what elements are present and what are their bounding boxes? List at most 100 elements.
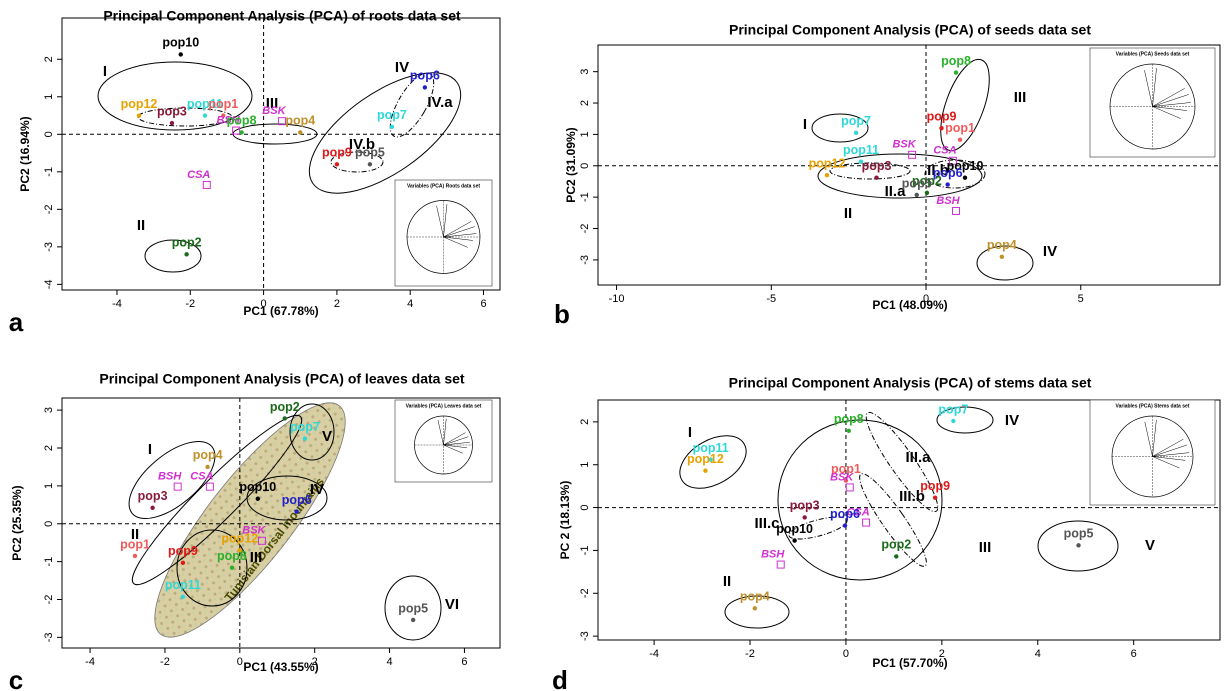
y-axis-label: PC2 (25.35%) <box>10 485 24 560</box>
point <box>954 70 958 74</box>
y-tick-label: -2 <box>43 204 55 214</box>
point-label: CSA <box>933 145 956 157</box>
x-tick-label: -5 <box>766 293 776 305</box>
group-label: II <box>137 217 145 234</box>
point <box>847 429 851 433</box>
point <box>170 121 174 125</box>
x-tick-label: 5 <box>1078 293 1084 305</box>
point-label: pop3 <box>862 159 892 173</box>
point <box>239 130 243 134</box>
point <box>753 606 757 610</box>
x-tick-label: -2 <box>745 648 755 660</box>
point <box>303 436 307 440</box>
point <box>295 509 299 513</box>
y-tick-label: 1 <box>43 483 55 489</box>
point-label: pop4 <box>987 238 1017 252</box>
group-label: IV.a <box>427 94 453 111</box>
point-label: pop3 <box>157 104 187 118</box>
group-label: IV <box>395 59 409 76</box>
x-tick-label: 2 <box>939 648 945 660</box>
x-tick-label: 0 <box>261 298 267 310</box>
point <box>958 138 962 142</box>
reference-point <box>846 484 853 491</box>
point <box>298 130 302 134</box>
point-label: pop3 <box>790 499 820 513</box>
x-tick-label: 4 <box>387 656 393 668</box>
panel: Principal Component Analysis (PCA) of se… <box>554 22 1220 329</box>
point-label: pop2 <box>881 538 911 552</box>
group-label: II <box>844 205 852 222</box>
x-tick-label: -4 <box>85 656 95 668</box>
point <box>854 131 858 135</box>
x-axis-label: PC1 (57.70%) <box>872 656 947 670</box>
point-label: pop9 <box>920 479 950 493</box>
point-label: pop3 <box>138 489 168 503</box>
point <box>205 465 209 469</box>
y-tick-label: 2 <box>579 100 591 106</box>
x-tick-label: -4 <box>649 648 659 660</box>
point-label: pop6 <box>830 507 860 521</box>
y-tick-label: -2 <box>43 595 55 605</box>
y-tick-label: 2 <box>579 419 591 425</box>
point <box>1076 543 1080 547</box>
x-tick-label: 4 <box>407 298 413 310</box>
point <box>368 162 372 166</box>
point-label: pop4 <box>740 590 770 604</box>
y-tick-label: 0 <box>43 521 55 527</box>
point-label: pop6 <box>410 69 440 83</box>
x-tick-label: 0 <box>237 656 243 668</box>
group-label: IV <box>1043 243 1057 260</box>
x-axis-label: PC1 (67.78%) <box>243 304 318 318</box>
group-label: I <box>688 424 692 441</box>
point-label: CSA <box>190 471 213 483</box>
point-label: pop2 <box>270 400 300 414</box>
point <box>137 113 141 117</box>
y-tick-label: -3 <box>579 631 591 641</box>
point-label: pop10 <box>162 36 199 50</box>
panel-letter: c <box>9 665 23 691</box>
point <box>181 595 185 599</box>
point <box>256 497 260 501</box>
point <box>184 252 188 256</box>
panel-letter: b <box>554 299 570 329</box>
point-label: pop10 <box>776 522 813 536</box>
x-tick-label: 0 <box>923 293 929 305</box>
point-label: pop8 <box>941 54 971 68</box>
group-label: I <box>148 441 152 458</box>
point <box>963 176 967 180</box>
chart-title: Principal Component Analysis (PCA) of ro… <box>103 8 461 24</box>
x-tick-label: 0 <box>843 648 849 660</box>
x-tick-label: -4 <box>112 298 122 310</box>
point-label: pop4 <box>193 448 223 462</box>
point-label: BSK <box>892 139 916 151</box>
group-label: VI <box>445 596 459 613</box>
group-label: III.a <box>905 449 931 466</box>
y-tick-label: 1 <box>579 462 591 468</box>
point <box>945 182 949 186</box>
y-tick-label: 3 <box>579 69 591 75</box>
point-label: pop5 <box>1064 527 1094 541</box>
point-label: pop2 <box>172 236 202 250</box>
point-label: pop11 <box>165 578 201 592</box>
point <box>283 416 287 420</box>
group-label: III <box>979 539 992 556</box>
y-tick-label: -3 <box>43 633 55 643</box>
y-tick-label: 2 <box>43 56 55 62</box>
group-label: I <box>103 63 107 80</box>
y-tick-label: -3 <box>43 242 55 252</box>
x-tick-label: 6 <box>461 656 467 668</box>
point-label: pop7 <box>290 420 320 434</box>
y-tick-label: 1 <box>579 131 591 137</box>
point-label: pop7 <box>938 402 968 416</box>
point-label: pop7 <box>377 108 407 122</box>
point-label: pop9 <box>322 146 352 160</box>
point-label: pop12 <box>221 532 258 546</box>
point <box>1000 255 1004 259</box>
point-label: pop10 <box>239 480 276 494</box>
cluster-ellipse <box>931 53 1000 156</box>
point-label: BSH <box>158 471 182 483</box>
y-tick-label: 2 <box>43 445 55 451</box>
panel: Principal Component Analysis (PCA) of le… <box>9 371 500 691</box>
point-label: pop8 <box>834 412 864 426</box>
point <box>335 162 339 166</box>
